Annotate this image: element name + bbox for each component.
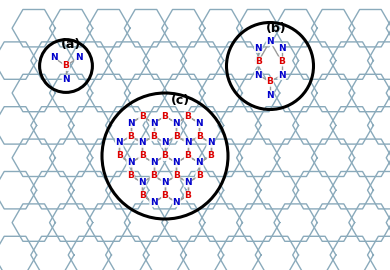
Text: N: N xyxy=(138,138,146,147)
Text: B: B xyxy=(139,191,145,200)
Text: (a): (a) xyxy=(60,38,81,51)
Text: (b): (b) xyxy=(266,22,286,35)
Text: N: N xyxy=(207,138,214,147)
Text: N: N xyxy=(278,43,285,52)
Text: B: B xyxy=(196,171,203,180)
Text: N: N xyxy=(127,158,135,167)
Text: N: N xyxy=(173,119,180,127)
Text: (c): (c) xyxy=(170,94,190,107)
Text: N: N xyxy=(150,119,158,127)
Text: B: B xyxy=(150,171,157,180)
Text: B: B xyxy=(184,112,191,121)
Text: N: N xyxy=(184,178,191,187)
Text: B: B xyxy=(173,132,180,141)
Text: N: N xyxy=(115,138,123,147)
Text: N: N xyxy=(266,91,274,100)
Text: N: N xyxy=(138,178,146,187)
Text: N: N xyxy=(278,70,285,79)
Text: B: B xyxy=(161,191,168,200)
Text: B: B xyxy=(207,151,214,160)
Text: B: B xyxy=(161,151,168,160)
Text: N: N xyxy=(255,43,262,52)
Text: B: B xyxy=(150,132,157,141)
Text: B: B xyxy=(184,191,191,200)
Text: B: B xyxy=(116,151,123,160)
Text: B: B xyxy=(255,57,262,66)
Text: N: N xyxy=(50,53,57,62)
Text: B: B xyxy=(62,62,69,70)
Text: N: N xyxy=(150,158,158,167)
Text: N: N xyxy=(150,198,158,207)
Text: B: B xyxy=(139,151,145,160)
Text: B: B xyxy=(184,151,191,160)
Text: B: B xyxy=(278,57,285,66)
Text: N: N xyxy=(173,198,180,207)
Text: N: N xyxy=(184,138,191,147)
Text: B: B xyxy=(173,171,180,180)
Text: N: N xyxy=(127,119,135,127)
Text: N: N xyxy=(74,53,82,62)
Text: B: B xyxy=(127,132,134,141)
Text: N: N xyxy=(195,119,203,127)
Text: N: N xyxy=(173,158,180,167)
Text: N: N xyxy=(62,75,70,84)
Text: B: B xyxy=(161,112,168,121)
Text: B: B xyxy=(266,77,273,86)
Text: N: N xyxy=(161,138,169,147)
Text: N: N xyxy=(266,37,274,46)
Text: B: B xyxy=(127,171,134,180)
Text: B: B xyxy=(139,112,145,121)
Text: N: N xyxy=(195,158,203,167)
Text: N: N xyxy=(255,70,262,79)
Text: B: B xyxy=(196,132,203,141)
Text: N: N xyxy=(161,178,169,187)
